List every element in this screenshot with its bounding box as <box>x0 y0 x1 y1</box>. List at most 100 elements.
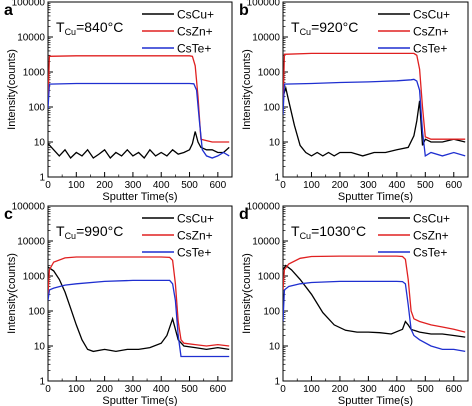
x-tick-label: 500 <box>417 180 434 191</box>
legend-label: CsTe+ <box>177 246 211 260</box>
x-tick-label: 200 <box>332 384 349 395</box>
series-line-csznplus <box>283 255 466 333</box>
y-axis-label: Intensity(counts) <box>6 49 18 130</box>
annotation-main: T <box>56 223 65 239</box>
x-tick-label: 600 <box>210 180 227 191</box>
panel-letter: b <box>239 2 249 19</box>
panel-d: 1 10 100 1000 10000 100000 0 100 200 300 400 500 600… <box>239 202 469 406</box>
legend-label: CsTe+ <box>413 42 447 56</box>
y-tick-label: 1 <box>39 173 45 184</box>
series-line-csteplus <box>48 82 230 159</box>
y-tick-label: 1000 <box>23 68 46 79</box>
y-tick-label: 10000 <box>252 237 280 248</box>
series-line-csteplus <box>283 78 466 157</box>
y-tick-label: 1000 <box>23 272 46 283</box>
x-tick-label: 100 <box>303 180 320 191</box>
legend-label: CsTe+ <box>413 246 447 260</box>
y-tick-label: 1000 <box>258 272 281 283</box>
temperature-annotation: TCu=990°C <box>56 223 123 241</box>
series-line-csteplus <box>48 279 230 358</box>
panel-letter: d <box>239 206 249 223</box>
y-tick-label: 100 <box>28 103 45 114</box>
x-tick-label: 600 <box>445 180 462 191</box>
annotation-value: =920°C <box>311 19 358 35</box>
plot-frame <box>282 205 469 382</box>
y-axis-label: Intensity(counts) <box>6 253 18 334</box>
x-tick-label: 300 <box>125 384 142 395</box>
panel-c: 1 10 100 1000 10000 100000 0 100 200 300 400 500 600… <box>4 202 233 406</box>
series-line-cscuplus <box>283 85 466 157</box>
annotation-sub: Cu <box>300 27 312 37</box>
series-line-cscuplus <box>48 266 230 353</box>
panel-b: 1 10 100 1000 10000 100000 0 100 200 300 400 500 600… <box>239 0 469 203</box>
y-tick-label: 100000 <box>247 202 281 213</box>
x-tick-label: 0 <box>45 180 51 191</box>
y-tick-label: 10000 <box>17 237 45 248</box>
legend-label: CsCu+ <box>177 212 214 226</box>
legend-label: CsCu+ <box>413 212 450 226</box>
annotation-sub: Cu <box>65 231 77 241</box>
series-line-csznplus <box>283 52 466 140</box>
legend-label: CsCu+ <box>413 8 450 22</box>
x-tick-label: 200 <box>96 384 113 395</box>
y-tick-label: 100 <box>263 103 280 114</box>
x-tick-label: 300 <box>360 180 377 191</box>
x-tick-label: 0 <box>280 384 286 395</box>
x-tick-label: 400 <box>153 180 170 191</box>
x-tick-label: 100 <box>303 384 320 395</box>
legend-label: CsZn+ <box>177 229 213 243</box>
legend-label: CsTe+ <box>177 42 211 56</box>
y-tick-label: 1000 <box>258 68 281 79</box>
y-axis-label: Intensity(counts) <box>241 49 253 130</box>
annotation-value: =1030°C <box>311 223 366 239</box>
x-tick-label: 100 <box>68 180 85 191</box>
annotation-sub: Cu <box>300 231 312 241</box>
annotation-value: =840°C <box>76 19 123 35</box>
x-tick-label: 600 <box>445 384 462 395</box>
series-line-cscuplus <box>48 131 230 160</box>
x-axis-label: Sputter Time(s) <box>338 191 413 203</box>
temperature-annotation: TCu=840°C <box>56 19 123 37</box>
panel-letter: a <box>4 2 13 19</box>
series-line-csteplus <box>283 280 466 353</box>
x-axis-label: Sputter Time(s) <box>102 395 177 406</box>
y-tick-label: 100000 <box>12 202 46 213</box>
legend-label: CsZn+ <box>413 229 449 243</box>
temperature-annotation: TCu=920°C <box>291 19 358 37</box>
y-axis-label: Intensity(counts) <box>241 253 253 334</box>
y-tick-label: 1 <box>39 377 45 388</box>
annotation-main: T <box>291 223 300 239</box>
y-tick-label: 10 <box>269 342 281 353</box>
legend-label: CsZn+ <box>413 25 449 39</box>
x-tick-label: 200 <box>96 180 113 191</box>
y-tick-label: 100 <box>263 307 280 318</box>
legend-label: CsZn+ <box>177 25 213 39</box>
y-tick-label: 1 <box>274 173 280 184</box>
x-tick-label: 500 <box>417 384 434 395</box>
temperature-annotation: TCu=1030°C <box>291 223 366 241</box>
series-line-cscuplus <box>283 264 466 338</box>
x-tick-label: 0 <box>45 384 51 395</box>
series-line-csznplus <box>48 55 230 143</box>
annotation-value: =990°C <box>76 223 123 239</box>
y-tick-label: 10000 <box>252 33 280 44</box>
series-line-csznplus <box>48 256 230 347</box>
x-tick-label: 500 <box>181 384 198 395</box>
annotation-sub: Cu <box>65 27 77 37</box>
y-tick-label: 100 <box>28 307 45 318</box>
x-tick-label: 100 <box>68 384 85 395</box>
legend-label: CsCu+ <box>177 8 214 22</box>
y-tick-label: 100000 <box>247 0 281 9</box>
x-tick-label: 200 <box>332 180 349 191</box>
x-tick-label: 300 <box>360 384 377 395</box>
annotation-main: T <box>56 19 65 35</box>
panel-letter: c <box>4 206 13 223</box>
x-tick-label: 300 <box>125 180 142 191</box>
annotation-main: T <box>291 19 300 35</box>
y-tick-label: 10000 <box>17 33 45 44</box>
y-tick-label: 10 <box>34 138 46 149</box>
y-tick-label: 10 <box>34 342 46 353</box>
y-tick-label: 1 <box>274 377 280 388</box>
x-tick-label: 400 <box>389 180 406 191</box>
